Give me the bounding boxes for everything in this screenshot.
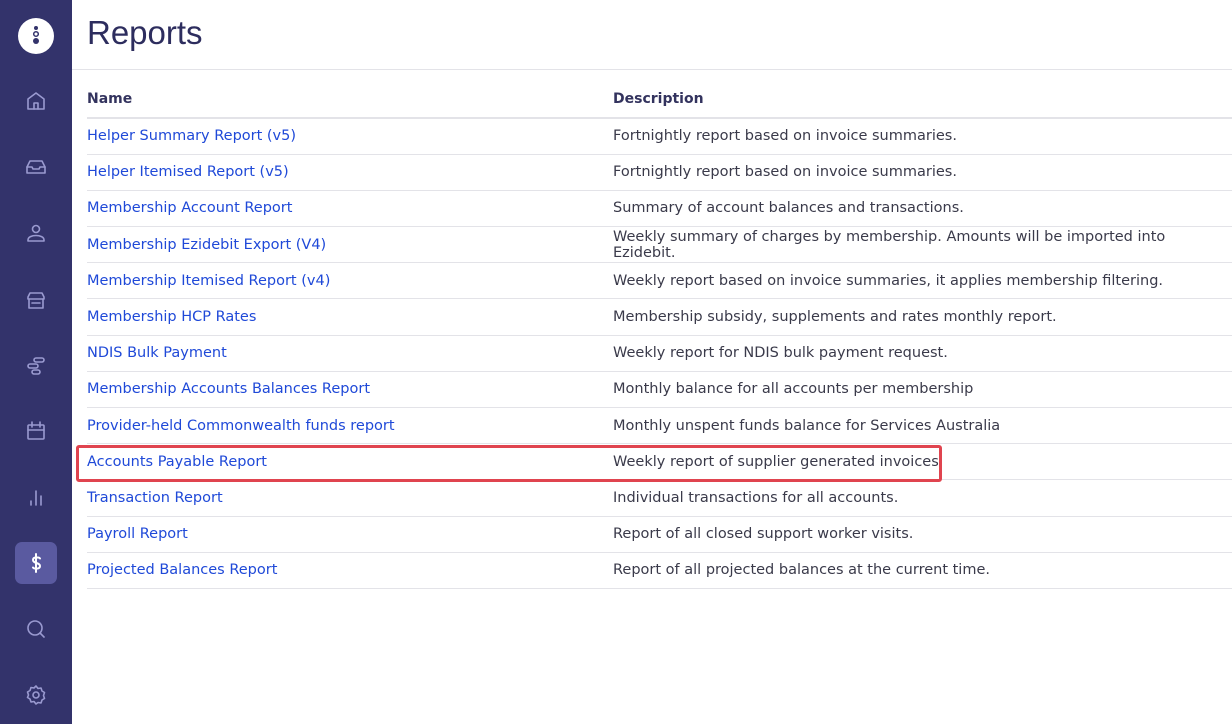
- table-row: Membership Ezidebit Export (V4) Weekly su…: [87, 226, 1232, 264]
- sidebar-item-inbox[interactable]: [15, 146, 57, 188]
- name-cell: Provider-held Commonwealth funds report: [87, 407, 613, 445]
- description-cell: Weekly report of supplier generated invo…: [613, 443, 1232, 481]
- calendar-icon: [27, 421, 45, 440]
- sidebar-item-search[interactable]: [15, 608, 57, 650]
- description-cell: Fortnightly report based on invoice summ…: [613, 118, 1232, 155]
- report-link[interactable]: Helper Summary Report (v5): [87, 128, 297, 145]
- description-cell: Weekly report based on invoice summaries…: [613, 262, 1232, 300]
- logo[interactable]: [18, 18, 54, 54]
- sidebar-item-providers[interactable]: [15, 279, 57, 321]
- user-icon: [27, 224, 45, 242]
- sidebar-item-home[interactable]: [15, 80, 57, 122]
- name-cell: Membership Account Report: [87, 190, 613, 228]
- description-cell: Report of all closed support worker visi…: [613, 516, 1232, 553]
- report-link[interactable]: Payroll Report: [87, 526, 188, 543]
- name-cell: Membership Ezidebit Export (V4): [87, 226, 613, 264]
- description-cell: Fortnightly report based on invoice summ…: [613, 154, 1232, 191]
- table-row: Membership Accounts Balances Report Month…: [87, 371, 1232, 409]
- report-link[interactable]: Projected Balances Report: [87, 562, 278, 579]
- search-icon: [27, 620, 45, 638]
- table-row: Transaction Report Individual transaction…: [87, 479, 1232, 517]
- table-row: Projected Balances Report Report of all p…: [87, 552, 1232, 589]
- name-cell: Transaction Report: [87, 479, 613, 517]
- sidebar-item-calendar[interactable]: [15, 410, 57, 452]
- report-link[interactable]: Membership Itemised Report (v4): [87, 272, 331, 289]
- table-row: Membership Account Report Summary of acco…: [87, 190, 1232, 228]
- report-link[interactable]: Helper Itemised Report (v5): [87, 164, 289, 181]
- gear-icon: [26, 685, 46, 705]
- page-header: Reports: [72, 0, 1232, 70]
- sidebar-item-finance[interactable]: [15, 542, 57, 584]
- bar-chart-icon: [30, 490, 42, 506]
- name-cell: Helper Itemised Report (v5): [87, 154, 613, 191]
- name-cell: Projected Balances Report: [87, 552, 613, 589]
- name-cell: Payroll Report: [87, 516, 613, 553]
- timeline-icon: [27, 357, 45, 375]
- description-cell: Monthly balance for all accounts per mem…: [613, 371, 1232, 409]
- table-row: Membership HCP Rates Membership subsidy, …: [87, 298, 1232, 336]
- description-cell: Individual transactions for all accounts…: [613, 479, 1232, 517]
- sidebar-item-planning[interactable]: [15, 345, 57, 387]
- sidebar: [0, 0, 72, 724]
- table-row: Payroll Report Report of all closed suppo…: [87, 516, 1232, 553]
- report-link[interactable]: NDIS Bulk Payment: [87, 345, 227, 362]
- logo-icon: [32, 26, 40, 44]
- report-link[interactable]: Provider-held Commonwealth funds report: [87, 417, 395, 434]
- dollar-icon: [32, 553, 41, 573]
- name-cell: NDIS Bulk Payment: [87, 335, 613, 372]
- table-row: Membership Itemised Report (v4) Weekly re…: [87, 262, 1232, 300]
- report-link[interactable]: Transaction Report: [87, 489, 223, 506]
- report-link[interactable]: Membership Account Report: [87, 200, 293, 217]
- store-icon: [27, 292, 45, 309]
- report-link[interactable]: Membership Accounts Balances Report: [87, 381, 370, 398]
- table-row: Helper Itemised Report (v5) Fortnightly r…: [87, 154, 1232, 191]
- home-icon: [27, 92, 45, 110]
- description-cell: Monthly unspent funds balance for Servic…: [613, 407, 1232, 445]
- description-cell: Weekly report for NDIS bulk payment requ…: [613, 335, 1232, 372]
- description-cell: Summary of account balances and transact…: [613, 190, 1232, 228]
- report-link[interactable]: Membership HCP Rates: [87, 309, 257, 326]
- report-link[interactable]: Accounts Payable Report: [87, 453, 267, 470]
- name-cell: Membership Accounts Balances Report: [87, 371, 613, 409]
- table-row: NDIS Bulk Payment Weekly report for NDIS …: [87, 335, 1232, 372]
- description-cell: Membership subsidy, supplements and rate…: [613, 298, 1232, 336]
- description-cell: Report of all projected balances at the …: [613, 552, 1232, 589]
- sidebar-item-analytics[interactable]: [15, 476, 57, 518]
- table-row: Provider-held Commonwealth funds report M…: [87, 407, 1232, 445]
- page-title: Reports: [87, 14, 203, 51]
- table-row: Helper Summary Report (v5) Fortnightly re…: [87, 118, 1232, 155]
- column-header-name: Name: [87, 81, 613, 119]
- column-header-description: Description: [613, 81, 1232, 119]
- name-cell: Membership HCP Rates: [87, 298, 613, 336]
- table-row: Accounts Payable Report Weekly report of …: [87, 443, 1232, 481]
- inbox-icon: [26, 160, 46, 174]
- reports-table: Name Description Helper Summary Report (…: [87, 81, 1232, 589]
- name-cell: Accounts Payable Report: [87, 443, 613, 481]
- name-cell: Helper Summary Report (v5): [87, 118, 613, 155]
- sidebar-item-people[interactable]: [15, 212, 57, 254]
- sidebar-item-settings[interactable]: [15, 674, 57, 716]
- name-cell: Membership Itemised Report (v4): [87, 262, 613, 300]
- description-cell: Weekly summary of charges by membership.…: [613, 226, 1232, 264]
- report-link[interactable]: Membership Ezidebit Export (V4): [87, 236, 327, 253]
